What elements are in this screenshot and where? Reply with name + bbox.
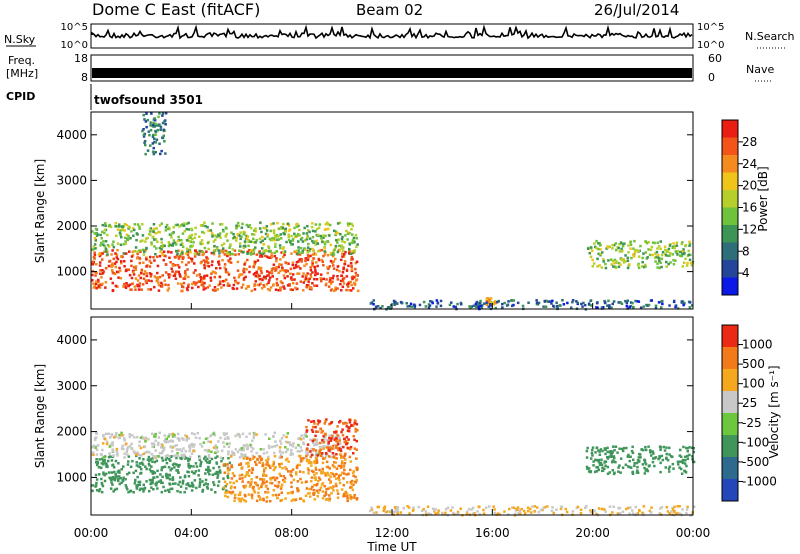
- y-tick-label: 4000: [56, 333, 87, 347]
- colorbar-tick-label: 1000: [742, 338, 773, 352]
- colorbar-segment: [722, 325, 738, 348]
- colorbar-segment: [722, 172, 738, 191]
- freq-label: Freq.: [8, 54, 35, 67]
- power-region-3: [586, 239, 695, 270]
- colorbar-frame: [721, 324, 739, 502]
- velocity-panel-frame: [90, 316, 694, 516]
- colorbar-tick-label: 28: [742, 135, 757, 149]
- nsky-panel: [90, 23, 694, 49]
- velocity-region-2: [222, 454, 359, 503]
- x-tick-label: 12:00: [375, 526, 410, 540]
- x-tick-label: 00:00: [676, 526, 711, 540]
- colorbar-segment: [722, 207, 738, 226]
- velocity-region-0: [91, 454, 232, 494]
- velocity-axes: 1000 2000 3000 4000: [56, 333, 694, 515]
- colorbar-tick-label: 500: [742, 357, 765, 371]
- nave-tick-max: 60: [708, 52, 722, 65]
- colorbar-tick-label: 100: [742, 377, 765, 391]
- x-tick-label: 04:00: [174, 526, 209, 540]
- velocity-heatmap: [91, 418, 696, 517]
- colorbar-tick-label: -25: [742, 416, 762, 430]
- x-tick-label: 16:00: [475, 526, 510, 540]
- colorbar-segment: [722, 413, 738, 436]
- x-tick-label: 08:00: [274, 526, 309, 540]
- cpid-label: CPID: [6, 90, 35, 103]
- velocity-ylabel: Slant Range [km]: [33, 364, 47, 468]
- y-tick-label: 1000: [56, 265, 87, 279]
- colorbar-segment: [722, 479, 738, 502]
- nsky-series-line: [91, 24, 693, 40]
- velocity-region-3: [305, 418, 359, 457]
- colorbar-segment: [722, 242, 738, 261]
- power-axes: 1000 2000 3000 4000: [56, 128, 694, 309]
- nsearch-label: N.Search: [745, 30, 795, 43]
- colorbar-tick-label: 8: [742, 244, 750, 258]
- cpid-value: twofsound 3501: [94, 93, 203, 107]
- nave-label: Nave: [746, 63, 774, 76]
- y-tick-label: 2000: [56, 425, 87, 439]
- colorbar-segment: [722, 225, 738, 243]
- colorbar-tick-label: -500: [742, 455, 769, 469]
- y-tick-label: 3000: [56, 379, 87, 393]
- x-tick-label: 20:00: [575, 526, 610, 540]
- colorbar-segment: [722, 457, 738, 480]
- colorbar-segment: [722, 120, 738, 138]
- x-axis-label: Time UT: [366, 540, 417, 554]
- colorbar-tick-label: 25: [742, 396, 757, 410]
- x-tick-label: 00:00: [74, 526, 109, 540]
- power-region-1: [91, 221, 359, 256]
- colorbar-tick-label: 24: [742, 157, 757, 171]
- colorbar-tick-label: 16: [742, 201, 757, 215]
- nave-tick-min: 0: [708, 71, 715, 84]
- colorbar-tick-label: -100: [742, 435, 769, 449]
- power-panel-frame: [90, 111, 694, 310]
- power-region-0: [91, 248, 360, 293]
- colorbar-tick-label: 4: [742, 266, 750, 280]
- power-colorbar: 28 24 20 16 12 8 4: [721, 119, 757, 296]
- y-tick-label: 3000: [56, 173, 87, 187]
- colorbar-segment: [722, 435, 738, 458]
- velocity-colorbar-label: Velocity [m s⁻¹]: [767, 365, 781, 458]
- power-ylabel: Slant Range [km]: [33, 159, 47, 263]
- power-heatmap: [91, 112, 695, 311]
- power-colorbar-label: Power [dB]: [756, 166, 770, 231]
- velocity-region-4: [585, 445, 696, 476]
- freq-panel: [90, 54, 694, 82]
- colorbar-tick-label: 20: [742, 179, 757, 193]
- colorbar-tick-label: -1000: [742, 474, 777, 488]
- nsearch-tick-min: 10^0: [697, 40, 724, 51]
- velocity-colorbar: 1000 500 100 25 -25 -100 -500 -1000: [721, 324, 777, 502]
- nsearch-tick-max: 10^5: [697, 22, 724, 33]
- colorbar-segment: [722, 190, 738, 208]
- colorbar-segment: [722, 347, 738, 370]
- date-label: 26/Jul/2014: [594, 1, 679, 19]
- colorbar-segment: [722, 155, 738, 173]
- freq-unit-label: [MHz]: [6, 67, 38, 80]
- colorbar-segment: [722, 277, 738, 296]
- freq-tick-max: 18: [74, 52, 88, 65]
- freq-tick-min: 8: [81, 71, 88, 84]
- power-region-2: [141, 112, 168, 156]
- nsky-label: N.Sky: [4, 33, 36, 46]
- freq-data-band: [92, 68, 692, 78]
- colorbar-tick-label: 12: [742, 222, 757, 236]
- colorbar-segment: [722, 260, 738, 278]
- colorbar-segment: [722, 369, 738, 392]
- nsky-tick-min: 10^0: [61, 40, 88, 51]
- y-tick-label: 1000: [56, 470, 87, 484]
- y-tick-label: 4000: [56, 128, 87, 142]
- y-tick-label: 2000: [56, 219, 87, 233]
- colorbar-segment: [722, 137, 738, 156]
- beam-label: Beam 02: [356, 1, 423, 19]
- x-tick-labels: 00:00 04:00 08:00 12:00 16:00 20:00 00:00: [74, 526, 711, 540]
- power-region-5: [369, 299, 694, 311]
- station-title: Dome C East (fitACF): [92, 0, 260, 19]
- colorbar-segment: [722, 391, 738, 414]
- nsky-tick-max: 10^5: [61, 22, 88, 33]
